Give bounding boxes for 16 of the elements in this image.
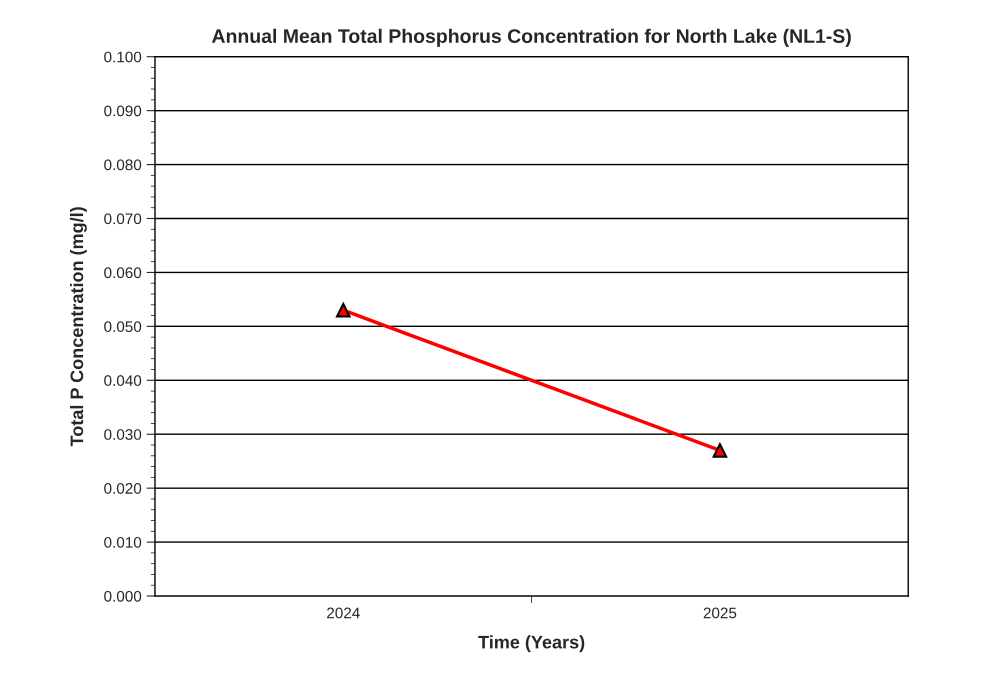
y-tick-label: 0.080: [104, 159, 142, 170]
x-axis-title: Time (Years): [478, 635, 584, 652]
y-tick-label: 0.040: [104, 375, 142, 386]
chart-title: Annual Mean Total Phosphorus Concentration for North Lake (NL1-S): [212, 28, 851, 47]
x-tick-label: 2025: [704, 608, 736, 618]
y-tick-label: 0.000: [104, 590, 142, 602]
y-tick-label: 0.060: [104, 267, 142, 278]
y-tick-label: 0.050: [104, 321, 142, 332]
y-tick-label: 0.020: [104, 483, 142, 494]
y-axis-title: Total P Concentration (mg/l): [70, 207, 87, 446]
y-tick-label: 0.090: [104, 106, 142, 116]
y-tick-label: 0.010: [104, 536, 142, 548]
y-tick-label: 0.100: [104, 52, 142, 62]
y-tick-label: 0.030: [104, 429, 142, 440]
y-tick-label: 0.070: [104, 213, 142, 224]
x-tick-label: 2024: [327, 608, 360, 618]
